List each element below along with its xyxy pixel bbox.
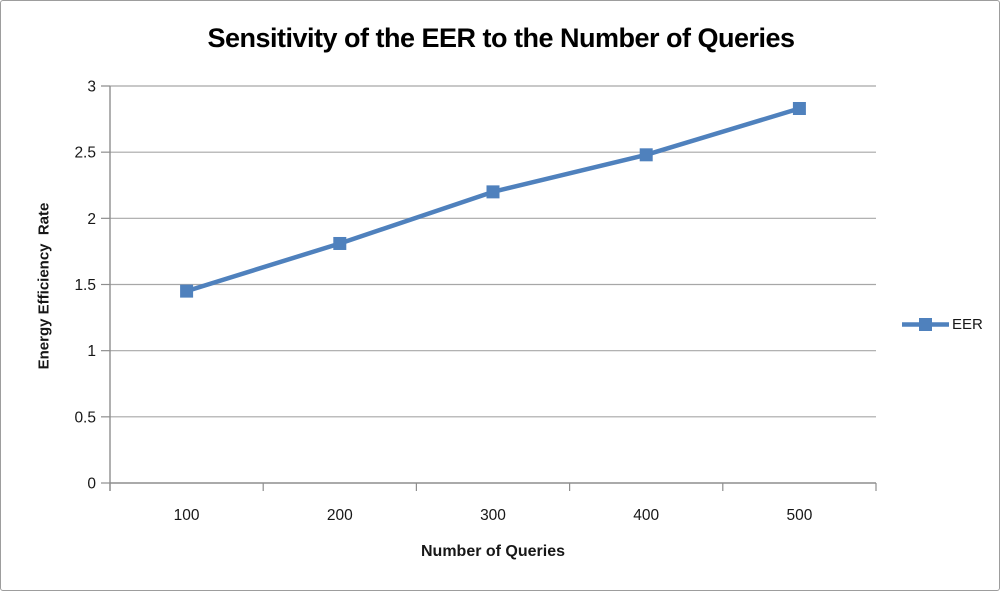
y-tick-label: 0.5 (74, 409, 96, 426)
x-tick-label: 500 (786, 507, 812, 524)
series-line-eer (184, 106, 802, 294)
y-tick-label: 1.5 (74, 277, 96, 294)
legend-line-marker-icon (902, 318, 949, 331)
chart-title: Sensitivity of the EER to the Number of … (207, 23, 795, 53)
y-tick-label: 1 (87, 343, 96, 360)
x-tick-label: 300 (480, 507, 506, 524)
y-tick-label: 3 (87, 79, 96, 96)
y-axis-title: Energy Efficiency Rate (35, 202, 53, 370)
x-tick-label: 100 (174, 507, 200, 524)
legend-label: EER (952, 316, 983, 333)
data-point-marker (180, 284, 194, 298)
data-point-marker (486, 185, 500, 199)
y-tick-label: 0 (87, 476, 96, 493)
y-tick-label: 2 (87, 211, 96, 228)
data-point-marker (333, 236, 347, 250)
legend-marker-sample (919, 318, 932, 331)
x-tick-label: 400 (633, 507, 659, 524)
data-point-marker (639, 148, 653, 162)
x-axis-title: Number of Queries (420, 543, 566, 560)
x-tick-label: 200 (327, 507, 353, 524)
data-point-marker (792, 101, 806, 115)
legend: EER (902, 316, 983, 333)
y-tick-label: 2.5 (74, 145, 96, 162)
